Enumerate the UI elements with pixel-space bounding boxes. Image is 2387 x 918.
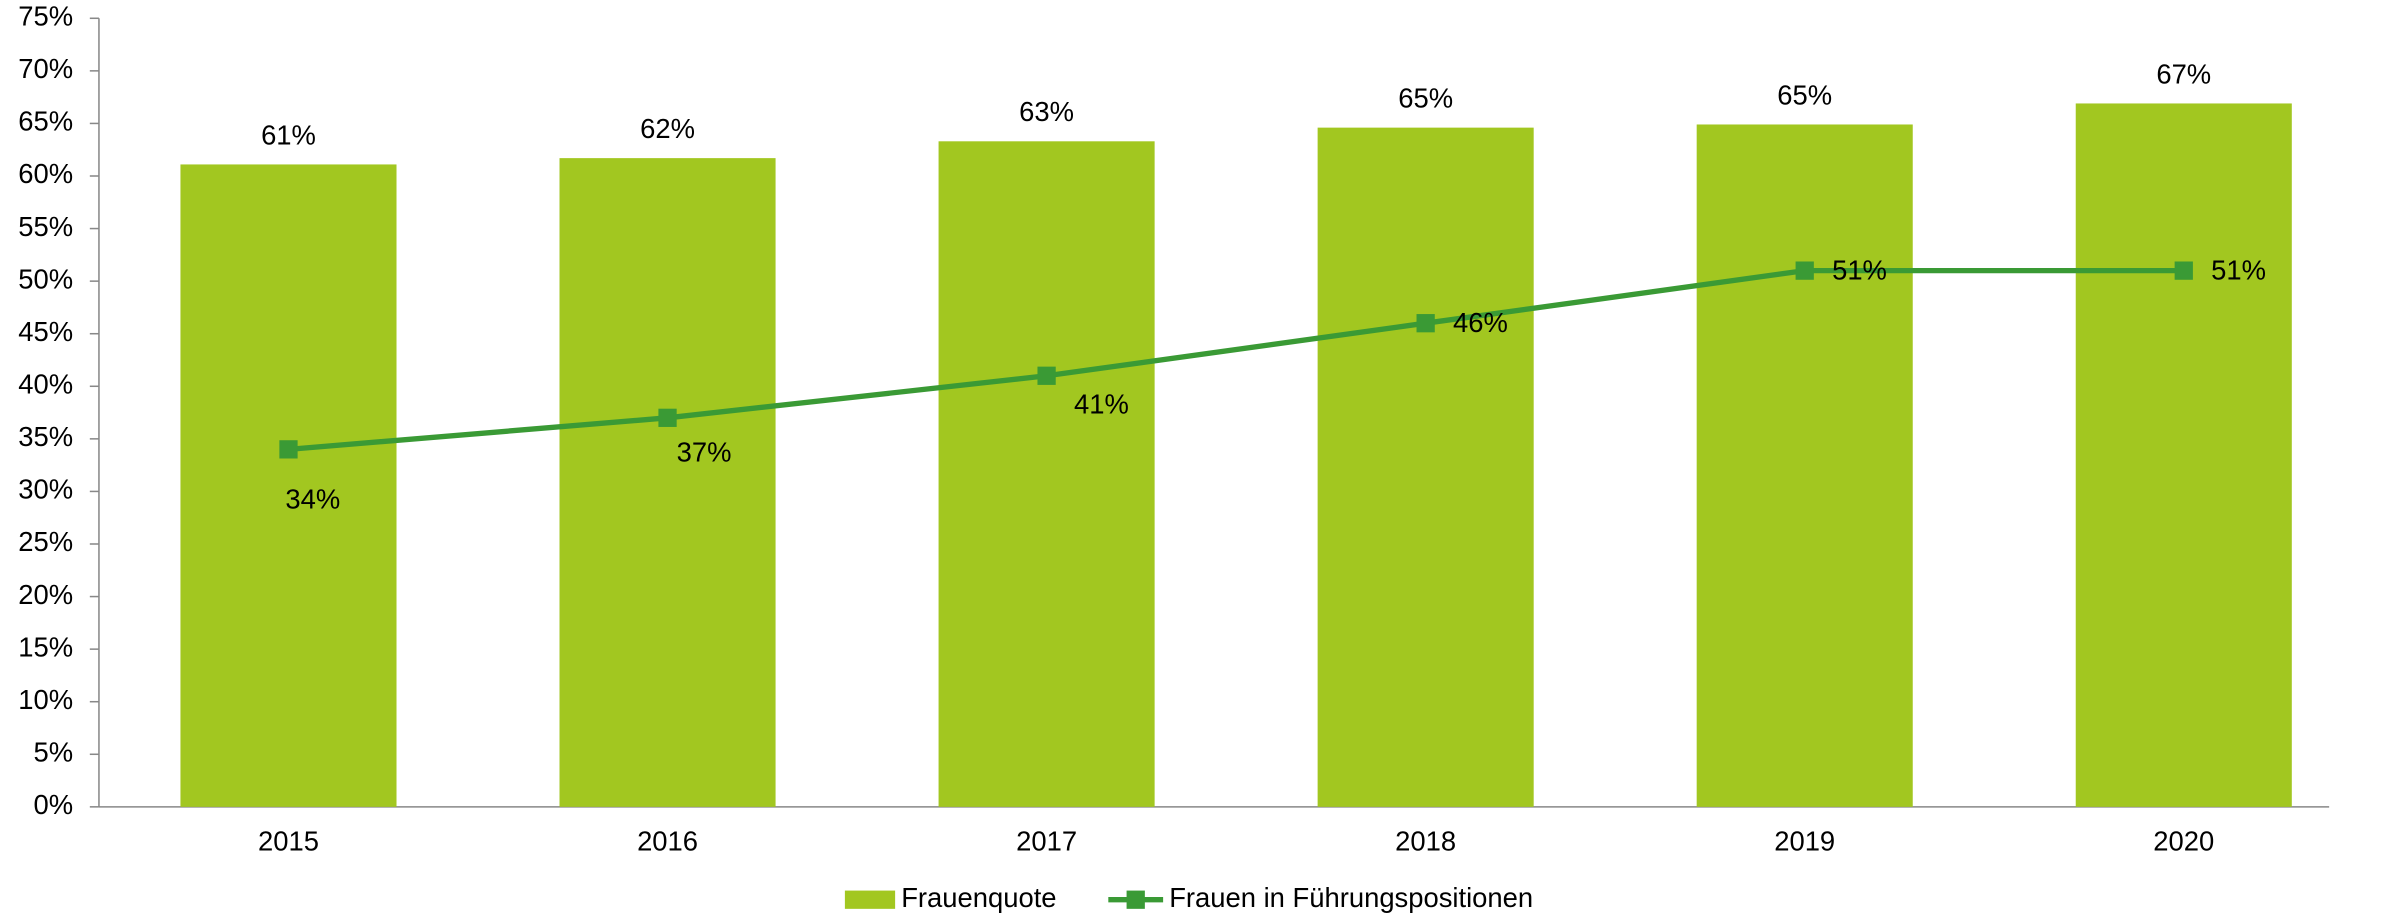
line-marker xyxy=(2174,261,2193,280)
line-marker xyxy=(1037,366,1056,385)
line-value-label: 46% xyxy=(1453,307,1508,338)
bar xyxy=(1696,124,1913,807)
line-value-label: 41% xyxy=(1074,388,1129,419)
y-tick-label: 15% xyxy=(18,631,73,662)
y-tick-label: 35% xyxy=(18,421,73,452)
x-tick-label: 2020 xyxy=(2153,826,2214,857)
y-tick-label: 10% xyxy=(18,684,73,715)
bar-value-label: 65% xyxy=(1777,79,1832,110)
y-tick-label: 30% xyxy=(18,474,73,505)
bar-value-label: 65% xyxy=(1398,82,1453,113)
legend-swatch xyxy=(844,890,896,909)
bar-value-label: 67% xyxy=(2156,58,2211,89)
legend-label: Frauen in Führungspositionen xyxy=(1169,882,1533,913)
line xyxy=(288,267,2184,453)
y-tick-label: 75% xyxy=(18,1,73,32)
legend-label: Frauenquote xyxy=(901,882,1056,913)
y-tick-label: 65% xyxy=(18,106,73,137)
legend-swatch-marker xyxy=(1126,890,1145,909)
y-tick-label: 50% xyxy=(18,263,73,294)
x-tick-label: 2018 xyxy=(1395,826,1456,857)
bar xyxy=(1317,127,1534,807)
bar xyxy=(559,158,776,807)
y-tick-label: 60% xyxy=(18,158,73,189)
bar xyxy=(180,164,397,807)
x-tick-label: 2015 xyxy=(258,826,319,857)
y-tick-label: 5% xyxy=(33,737,73,768)
y-tick-label: 45% xyxy=(18,316,73,347)
bar-value-label: 61% xyxy=(261,119,316,150)
line-value-label: 37% xyxy=(677,437,732,468)
line-marker xyxy=(279,440,298,459)
bar xyxy=(2075,103,2292,807)
line-marker xyxy=(658,408,677,427)
y-tick-label: 25% xyxy=(18,526,73,557)
bar xyxy=(938,141,1155,807)
y-tick-label: 70% xyxy=(18,53,73,84)
line-value-label: 34% xyxy=(285,483,340,514)
y-tick-label: 55% xyxy=(18,211,73,242)
line-marker xyxy=(1795,261,1814,280)
bar-value-label: 62% xyxy=(640,113,695,144)
line-marker xyxy=(1416,314,1435,333)
x-tick-label: 2016 xyxy=(637,826,698,857)
y-tick-label: 0% xyxy=(33,789,73,820)
line-value-label: 51% xyxy=(2211,254,2266,285)
bar-value-label: 63% xyxy=(1019,96,1074,127)
line-value-label: 51% xyxy=(1832,254,1887,285)
y-tick-label: 20% xyxy=(18,579,73,610)
y-tick-label: 40% xyxy=(18,369,73,400)
x-tick-label: 2017 xyxy=(1016,826,1077,857)
x-tick-label: 2019 xyxy=(1774,826,1835,857)
